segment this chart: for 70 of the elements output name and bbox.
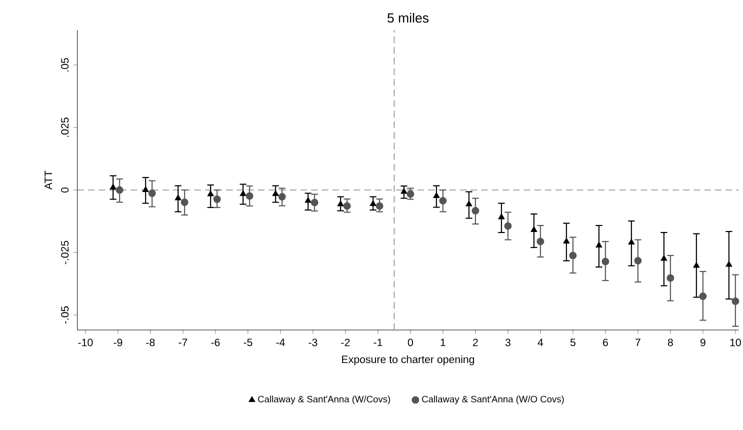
y-tick-label: 0: [61, 187, 69, 193]
point: [142, 186, 149, 192]
y-tick-label: -.025: [61, 240, 69, 264]
point: [634, 257, 642, 264]
point: [596, 242, 602, 248]
y-axis-title: ATT: [44, 170, 52, 190]
point: [602, 258, 610, 266]
point: [304, 197, 312, 203]
legend-label: Callaway & Sant'Anna (W/Covs): [258, 396, 390, 404]
point: [278, 193, 286, 200]
point: [337, 200, 344, 206]
point: [370, 200, 376, 206]
point: [530, 226, 538, 232]
point: [180, 198, 188, 206]
point: [246, 192, 254, 200]
point: [406, 190, 414, 198]
point: [240, 190, 246, 196]
point: [433, 192, 440, 198]
x-tick-label: 2: [473, 338, 478, 346]
x-tick-label: 6: [603, 338, 608, 346]
point: [174, 194, 182, 200]
x-tick-label: 10: [730, 338, 741, 346]
x-tick-label: -1: [374, 338, 382, 346]
point: [110, 184, 116, 190]
x-tick-label: -8: [146, 338, 155, 346]
point: [343, 202, 351, 210]
x-tick-label: -9: [114, 338, 122, 346]
point: [272, 190, 279, 196]
x-tick-label: 5: [570, 338, 576, 346]
x-tick-label: -3: [308, 338, 318, 346]
point: [699, 292, 707, 300]
legend-label: Callaway & Sant'Anna (W/O Covs): [422, 396, 564, 404]
x-tick-label: 9: [700, 338, 706, 346]
point: [693, 262, 700, 268]
x-tick-label: -5: [244, 338, 252, 346]
point: [310, 198, 318, 206]
point: [563, 238, 570, 244]
point: [213, 196, 221, 203]
point: [439, 197, 447, 204]
point: [466, 200, 472, 206]
point: [504, 222, 512, 230]
point: [536, 238, 544, 246]
x-tick-label: -2: [341, 338, 350, 346]
point: [376, 202, 384, 210]
x-tick-label: -6: [211, 338, 220, 346]
y-tick-label: -.05: [61, 306, 69, 324]
x-tick-label: -10: [78, 338, 93, 346]
x-tick-label: -4: [276, 338, 285, 346]
x-tick-label: -7: [178, 338, 188, 346]
x-axis-title: Exposure to charter opening: [342, 355, 474, 366]
point: [148, 190, 156, 197]
point: [569, 252, 577, 260]
point: [628, 238, 635, 244]
point: [660, 255, 668, 261]
chart-title: 5 miles: [388, 12, 429, 23]
x-tick-label: 4: [538, 338, 544, 346]
point: [726, 261, 732, 267]
point: [207, 190, 214, 196]
point: [472, 207, 480, 214]
x-tick-label: 0: [408, 338, 413, 346]
point: [666, 274, 674, 282]
point: [400, 188, 408, 194]
y-tick-label: .05: [61, 58, 69, 72]
x-tick-label: 8: [668, 338, 673, 346]
x-tick-label: 3: [505, 338, 510, 346]
point: [116, 186, 124, 194]
x-tick-label: 7: [636, 338, 640, 346]
point: [498, 214, 505, 220]
y-tick-label: .025: [61, 118, 69, 137]
x-tick-label: 1: [440, 338, 446, 346]
